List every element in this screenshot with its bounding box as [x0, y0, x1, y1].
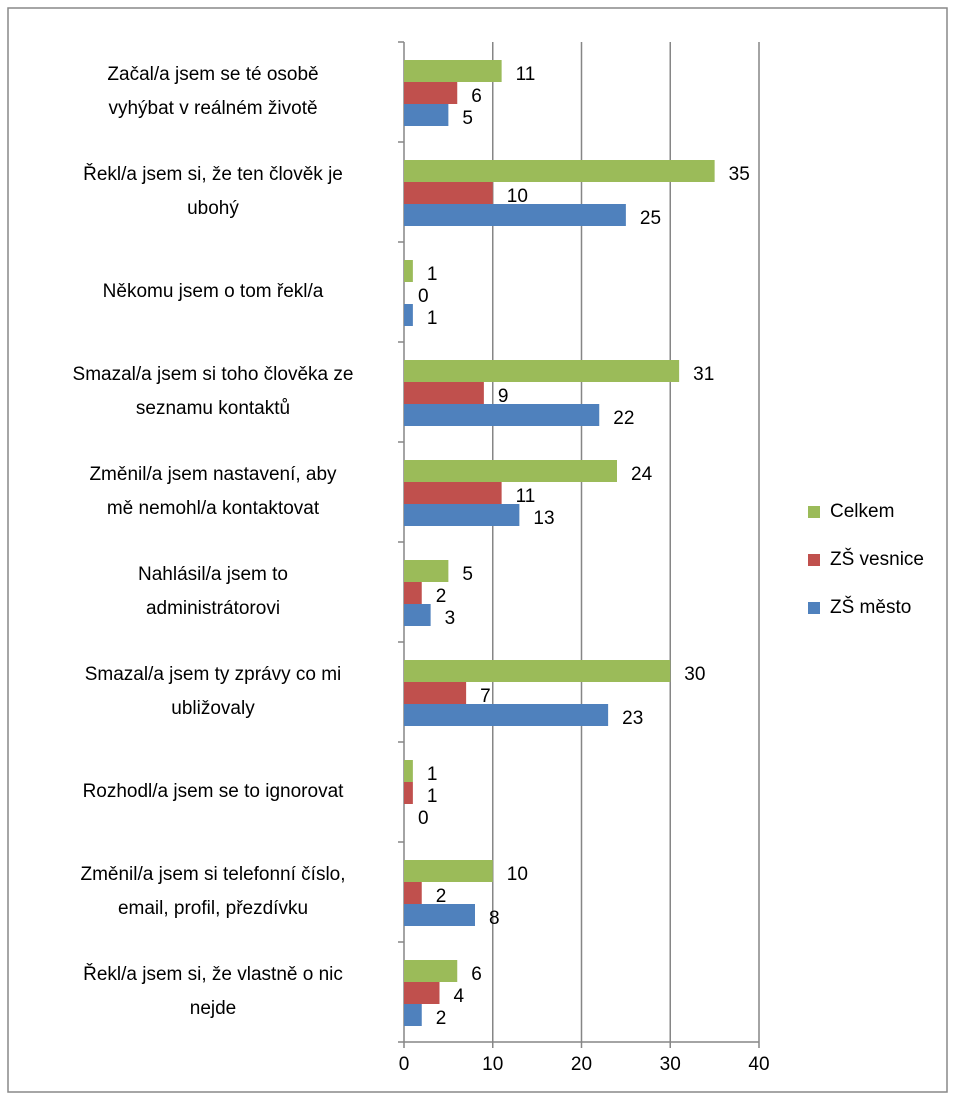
category-label: Řekl/a jsem si, že ten člověk je ubohý: [83, 163, 343, 219]
legend-label: Celkem: [830, 501, 894, 522]
bar: [404, 582, 422, 604]
bar: [404, 982, 440, 1004]
x-tick-label: 40: [748, 1054, 769, 1075]
bar: [404, 1004, 422, 1026]
bar: [404, 882, 422, 904]
category-label-line: Začal/a jsem se té osobě: [107, 64, 318, 85]
category-label: Rozhodl/a jsem se to ignorovat: [83, 781, 345, 802]
bar: [404, 82, 458, 104]
category-label-line: Řekl/a jsem si, že vlastně o nic: [83, 963, 343, 985]
value-label: 0: [418, 286, 429, 307]
value-label: 1: [427, 308, 438, 329]
value-label: 6: [471, 86, 482, 107]
legend-label: ZŠ vesnice: [830, 548, 924, 570]
category-label-line: email, profil, přezdívku: [118, 898, 308, 919]
category-label-line: ubohý: [187, 198, 239, 219]
bar: [404, 782, 413, 804]
category-label-line: Nahlásil/a jsem to: [138, 564, 288, 585]
value-label: 11: [516, 64, 536, 85]
category-label: Někomu jsem o tom řekl/a: [103, 281, 324, 302]
category-label-line: ubližovaly: [171, 698, 255, 719]
value-label: 11: [516, 486, 536, 507]
bar: [404, 260, 413, 282]
bar: [404, 560, 449, 582]
x-tick-label: 10: [482, 1054, 503, 1075]
value-label: 5: [462, 564, 473, 585]
bar: [404, 204, 626, 226]
value-label: 9: [498, 386, 509, 407]
bar: [404, 104, 449, 126]
x-tick-label: 20: [571, 1054, 592, 1075]
bar: [404, 682, 467, 704]
x-tick-label: 30: [660, 1054, 681, 1075]
bar: [404, 504, 520, 526]
bar: [404, 704, 609, 726]
bar: [404, 960, 458, 982]
value-label: 23: [622, 708, 643, 729]
x-tick-label: 0: [399, 1054, 410, 1075]
value-label: 7: [480, 686, 491, 707]
value-label: 13: [533, 508, 554, 529]
value-label: 1: [427, 764, 438, 785]
value-label: 2: [436, 886, 447, 907]
value-label: 8: [489, 908, 500, 929]
value-label: 2: [436, 1008, 447, 1029]
value-label: 0: [418, 808, 429, 829]
value-label: 1: [427, 264, 438, 285]
category-label-line: vyhýbat v reálném životě: [108, 98, 317, 119]
category-label-line: Někomu jsem o tom řekl/a: [103, 281, 324, 302]
category-label-line: Řekl/a jsem si, že ten člověk je: [83, 163, 343, 185]
category-label: Smazal/a jsem si toho člověka ze seznamu …: [73, 364, 354, 419]
legend-swatch: [808, 554, 820, 566]
category-label-line: Smazal/a jsem si toho člověka ze: [73, 364, 354, 385]
bar: [404, 904, 475, 926]
value-label: 2: [436, 586, 447, 607]
bar: [404, 760, 413, 782]
bar: [404, 160, 715, 182]
category-label-line: Rozhodl/a jsem se to ignorovat: [83, 781, 345, 802]
value-label: 35: [729, 164, 750, 185]
bar: [404, 360, 680, 382]
value-label: 10: [507, 864, 528, 885]
bar: [404, 460, 617, 482]
bar: [404, 604, 431, 626]
value-label: 10: [507, 186, 528, 207]
bar: [404, 482, 502, 504]
value-label: 6: [471, 964, 482, 985]
value-label: 4: [454, 986, 465, 1007]
category-label: Změnil/a jsem nastavení, aby mě nemohl/a …: [89, 464, 337, 519]
category-label: Smazal/a jsem ty zprávy co mi ubližovaly: [85, 664, 342, 719]
bar: [404, 60, 502, 82]
bar: [404, 304, 413, 326]
category-label-line: mě nemohl/a kontaktovat: [107, 498, 320, 519]
bar: [404, 382, 484, 404]
category-label-line: Změnil/a jsem nastavení, aby: [89, 464, 337, 485]
value-label: 30: [684, 664, 705, 685]
category-label-line: administrátorovi: [146, 598, 280, 619]
value-label: 1: [427, 786, 438, 807]
category-label-line: seznamu kontaktů: [136, 398, 290, 419]
category-label: Začal/a jsem se té osobě vyhýbat v reálné…: [107, 64, 318, 119]
legend-label: ZŠ město: [830, 596, 911, 618]
category-label-line: Smazal/a jsem ty zprávy co mi: [85, 664, 342, 685]
value-label: 22: [613, 408, 634, 429]
bar: [404, 660, 671, 682]
value-label: 24: [631, 464, 653, 485]
bar: [404, 860, 493, 882]
value-label: 3: [445, 608, 456, 629]
value-label: 5: [462, 108, 473, 129]
value-label: 31: [693, 364, 714, 385]
legend-swatch: [808, 602, 820, 614]
category-label: Nahlásil/a jsem to administrátorovi: [138, 564, 288, 619]
bar: [404, 182, 493, 204]
category-label-line: Změnil/a jsem si telefonní číslo,: [80, 864, 345, 885]
category-label: Změnil/a jsem si telefonní číslo, email, …: [80, 864, 345, 919]
category-label: Řekl/a jsem si, že vlastně o nic nejde: [83, 963, 343, 1019]
bar: [404, 404, 600, 426]
legend-swatch: [808, 506, 820, 518]
value-label: 25: [640, 208, 661, 229]
category-label-line: nejde: [190, 998, 237, 1019]
